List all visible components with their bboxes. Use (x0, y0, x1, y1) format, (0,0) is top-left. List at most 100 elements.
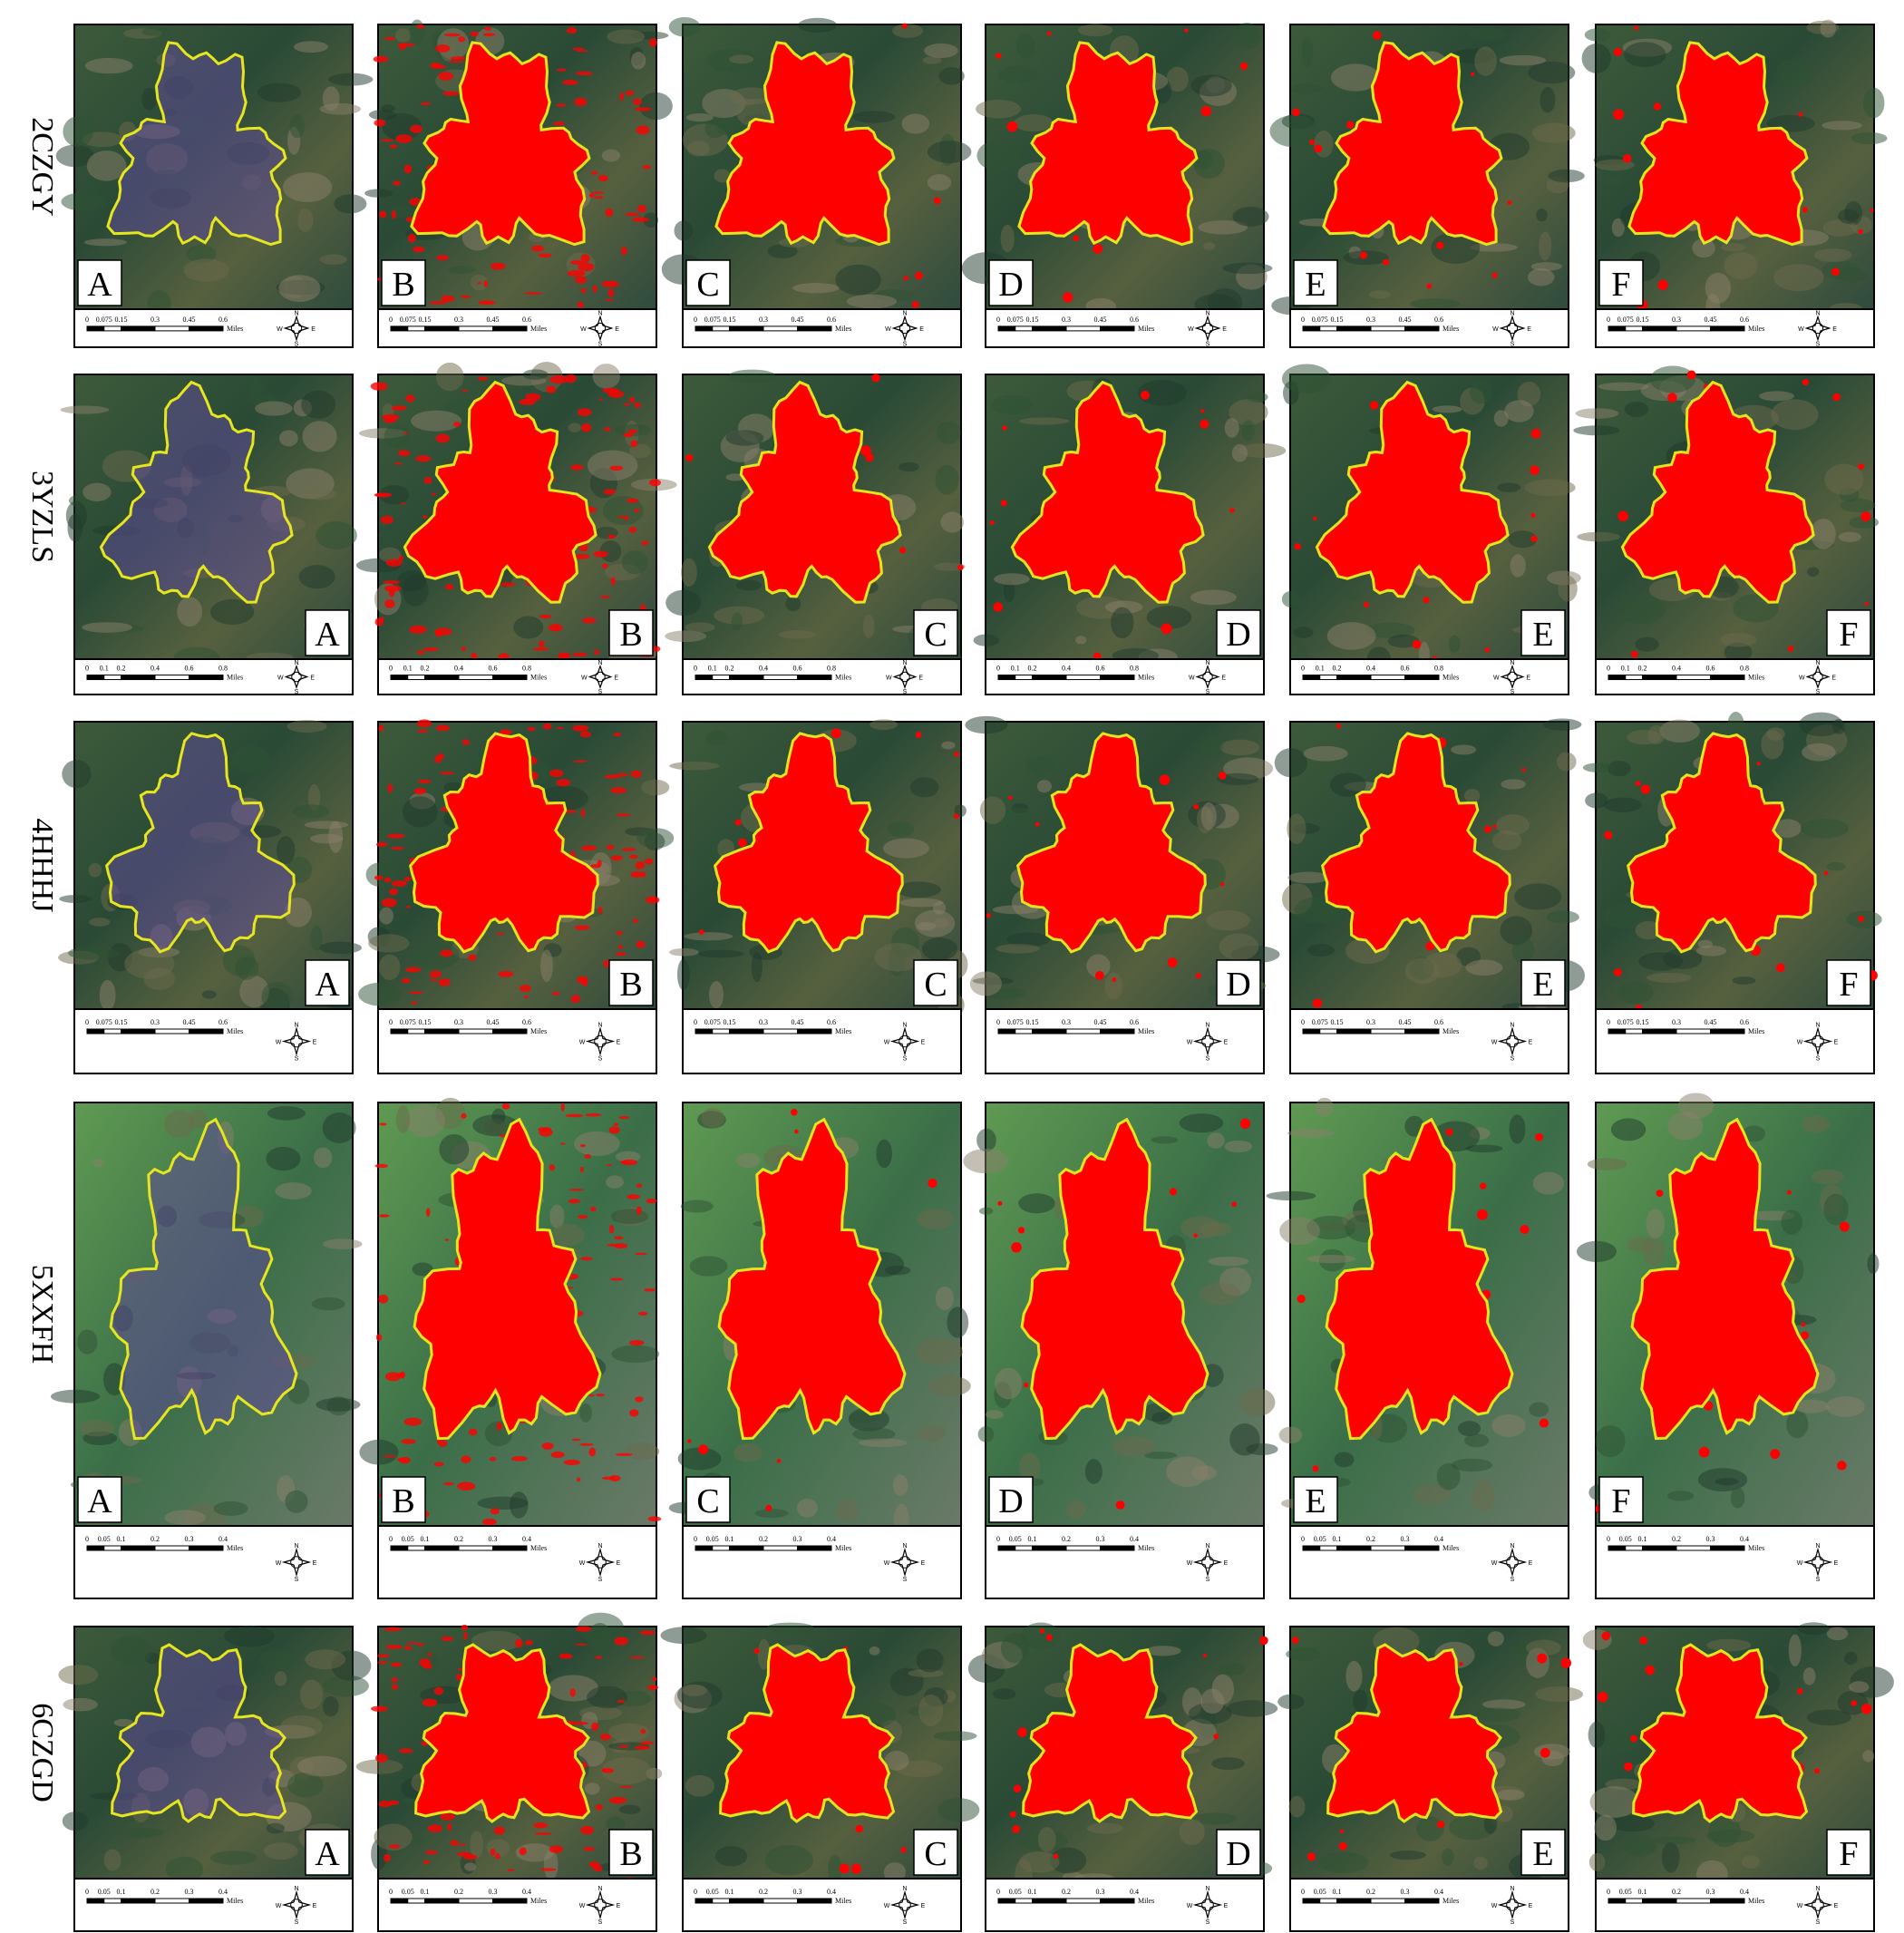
red-speckle (609, 787, 627, 794)
scale-tick-label: 0.45 (183, 1018, 196, 1026)
terrain-patch (978, 1207, 994, 1215)
scale-segment (1302, 675, 1321, 681)
scale-segment (407, 1028, 425, 1034)
scale-unit: Miles (530, 1544, 547, 1552)
terrain-patch (276, 836, 296, 865)
red-speckle (515, 1638, 523, 1648)
red-speckle (375, 841, 388, 847)
red-speckle (447, 1822, 452, 1831)
compass-ring (1202, 671, 1213, 683)
compass-e: E (311, 326, 316, 333)
scale-segment (763, 1028, 798, 1034)
red-speckle (425, 1208, 431, 1217)
terrain-patch (1589, 1786, 1639, 1818)
scale-segment (1608, 325, 1627, 332)
burned-area (1017, 41, 1199, 247)
red-speckle (1798, 112, 1803, 117)
scale-unit: Miles (1138, 1544, 1154, 1552)
scale-segment (1625, 675, 1643, 681)
scale-segment (121, 675, 156, 681)
scale-unit: Miles (1748, 325, 1764, 333)
scale-segment (1336, 675, 1372, 681)
compass-n: N (902, 1543, 907, 1549)
red-speckle (1200, 419, 1209, 429)
terrain-patch (79, 1419, 115, 1437)
scale-tick-label: 0.3 (1096, 1535, 1105, 1543)
red-speckle (1797, 1688, 1803, 1695)
terrain-patch (1624, 42, 1666, 68)
red-speckle (433, 1686, 444, 1695)
red-speckle (384, 1372, 402, 1382)
scale-tick-label: 0.3 (1096, 1888, 1105, 1896)
terrain-patch (189, 1109, 208, 1129)
red-speckle (415, 24, 425, 29)
red-speckle (1613, 109, 1625, 121)
compass-w: W (579, 1560, 586, 1567)
terrain-patch (685, 1774, 714, 1797)
terrain-patch (1846, 910, 1882, 928)
red-speckle (953, 813, 959, 819)
scale-unit: Miles (1443, 674, 1459, 682)
red-speckle (391, 879, 407, 888)
scale-tick-label: 0.45 (1094, 316, 1107, 324)
panel-letter: E (1532, 1835, 1553, 1873)
red-speckle (519, 398, 536, 405)
terrain-patch (1468, 28, 1507, 41)
red-speckle (737, 838, 747, 848)
terrain-patch (1838, 531, 1861, 542)
terrain-patch (1000, 224, 1015, 253)
compass-n: N (1510, 1886, 1514, 1892)
terrain-patch (103, 1849, 121, 1871)
red-speckle (402, 977, 411, 984)
red-speckle (1200, 105, 1211, 117)
red-speckle (607, 288, 615, 297)
terrain-patch (733, 1443, 763, 1462)
scale-segment (1710, 325, 1745, 332)
compass-ring (290, 1034, 303, 1048)
scale-segment (1100, 1898, 1135, 1904)
compass-s: S (903, 342, 908, 348)
scale-segment (154, 1028, 189, 1034)
terrain-patch (88, 862, 102, 878)
scale-segment (1065, 1028, 1101, 1034)
terrain-patch (1208, 1257, 1249, 1267)
terrain-patch (1192, 1812, 1237, 1825)
red-speckle (405, 966, 421, 973)
red-speckle (609, 465, 624, 471)
red-speckle (549, 375, 568, 384)
scale-tick-label: 0.3 (1401, 1535, 1410, 1543)
scale-segment (1302, 1545, 1321, 1551)
scale-segment (763, 1898, 798, 1904)
scale-segment (492, 1028, 528, 1034)
panel-letter-box (1216, 609, 1261, 656)
terrain-patch (470, 1831, 484, 1859)
scale-tick-label: 0.15 (419, 1018, 432, 1026)
terrain-patch (587, 1685, 627, 1709)
terrain-patch (1730, 1487, 1745, 1509)
terrain-patch (1224, 418, 1239, 438)
scale-segment (729, 1898, 764, 1904)
scale-tick-label: 0 (1607, 1018, 1610, 1026)
terrain-patch (1200, 1688, 1225, 1714)
scale-tick-label: 0.2 (454, 1535, 463, 1543)
scale-segment (1625, 1028, 1643, 1034)
compass-rose (1192, 1547, 1223, 1578)
terrain-patch (1247, 392, 1268, 403)
terrain-patch (1219, 739, 1260, 756)
scale-tick-label: 0.3 (454, 316, 463, 324)
terrain-patch (323, 1238, 363, 1249)
red-speckle (1002, 425, 1007, 431)
scale-segment (492, 675, 528, 681)
red-speckle (1858, 463, 1864, 470)
red-speckle (417, 729, 428, 733)
compass-w: W (886, 675, 892, 682)
compass-rose (1500, 664, 1525, 690)
panel-letter-box (305, 609, 350, 656)
terrain-patch (314, 1147, 333, 1169)
red-speckle (651, 646, 661, 652)
panel-letter-box (1520, 959, 1566, 1006)
scale-tick-label: 0.6 (1740, 1018, 1749, 1026)
red-speckle (1093, 652, 1102, 660)
